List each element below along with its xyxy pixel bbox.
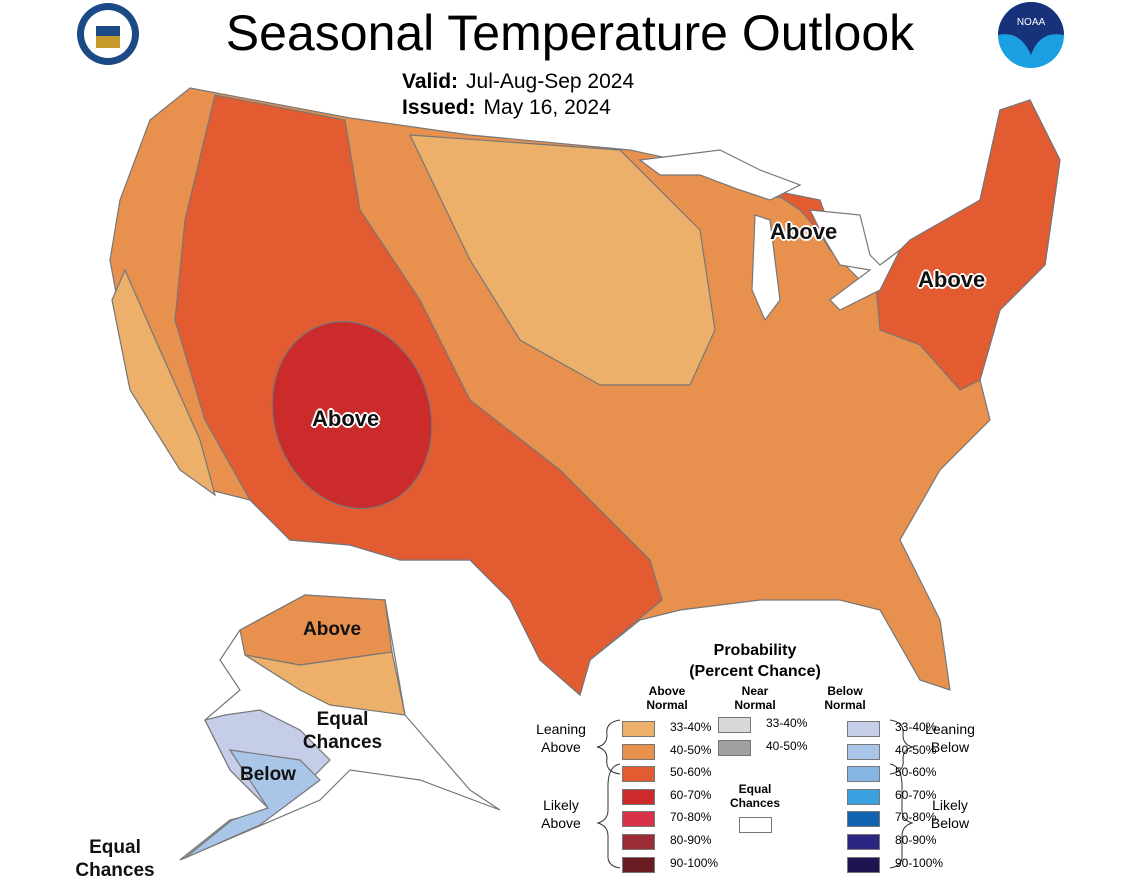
below-range-label: 70-80% [895,810,937,825]
below-swatch-70-80% [847,811,880,828]
leaning-above-label: Leaning Above [536,721,586,755]
equal-chances-label: Equal Chances [729,782,781,810]
region-33-40-plains [409,134,716,386]
above-range-label: 40-50% [670,742,712,757]
lake-huron-erie [808,209,901,311]
issued-value: May 16, 2024 [483,96,611,119]
legend-title: Probability [713,642,797,659]
likely-above-label: Likely Above [541,797,581,831]
near-swatch-33-40% [718,717,751,733]
valid-value: Jul-Aug-Sep 2024 [466,70,635,93]
near-range-label: 33-40% [766,716,808,730]
above-header: Above Normal [646,684,688,712]
svg-text:NOAA: NOAA [1017,17,1046,28]
above-swatch-33-40% [622,721,655,737]
below-swatch-90-100% [847,856,880,873]
label-midwest: Above [770,219,838,244]
alaska-below-40-50 [184,749,321,859]
region-50-60-northeast [874,99,1061,391]
below-swatch-33-40% [847,721,880,737]
great-lakes [638,149,802,201]
lake-michigan [751,214,781,322]
equal-chances-swatch [739,817,772,833]
above-range-label: 90-100% [670,855,719,870]
valid-label: Valid: [402,70,459,93]
above-swatch-60-70% [622,788,655,805]
below-swatch-50-60% [847,766,880,783]
legend-braces [596,719,914,869]
above-swatch-80-90% [622,834,655,850]
above-swatch-90-100% [622,856,655,873]
below-range-label: 60-70% [895,787,937,802]
above-swatch-70-80% [622,811,655,828]
below-range-label: 40-50% [895,742,937,757]
below-range-label: 80-90% [895,833,937,847]
legend: Probability (Percent Chance) Above Norma… [525,640,985,880]
below-swatch-40-50% [847,743,880,760]
label-northeast: Above [918,267,986,292]
below-range-label: 90-100% [895,855,944,870]
legend-subtitle: (Percent Chance) [689,663,821,680]
below-swatch-60-70% [847,788,880,805]
above-range-label: 70-80% [670,810,712,825]
noaa-logo: NOAA [998,2,1064,68]
valid-period: Valid: Jul-Aug-Sep 2024 [402,70,634,94]
leaning-below-label: Leaning Below [925,721,975,755]
issued-date: Issued: May 16, 2024 [402,96,611,120]
alaska-33-40 [244,651,406,716]
label-alaska-center: Equal Chances [302,709,383,753]
below-range-label: 50-60% [895,765,937,780]
region-33-40-california [111,268,217,497]
page-title: Seasonal Temperature Outlook [225,5,915,61]
below-swatch-80-90% [847,834,880,850]
dept-commerce-seal [77,3,139,65]
label-alaska-north: Above [303,619,362,640]
below-header: Below Normal [824,684,866,712]
above-range-label: 60-70% [670,787,712,802]
near-range-label: 40-50% [766,738,808,753]
above-range-label: 33-40% [670,720,712,734]
above-range-label: 50-60% [670,765,712,780]
above-swatch-40-50% [622,743,655,760]
near-swatch-40-50% [718,739,751,756]
above-range-label: 80-90% [670,833,712,847]
label-southwest: Above [312,406,380,431]
below-range-label: 33-40% [895,720,937,734]
likely-below-label: Likely Below [930,797,970,831]
label-aleutians: Equal Chances [75,837,155,880]
region-60-70 [271,320,433,510]
above-swatch-50-60% [622,766,655,783]
issued-label: Issued: [402,96,476,119]
near-header: Near Normal [734,684,776,712]
label-alaska-south: Below [240,764,296,785]
